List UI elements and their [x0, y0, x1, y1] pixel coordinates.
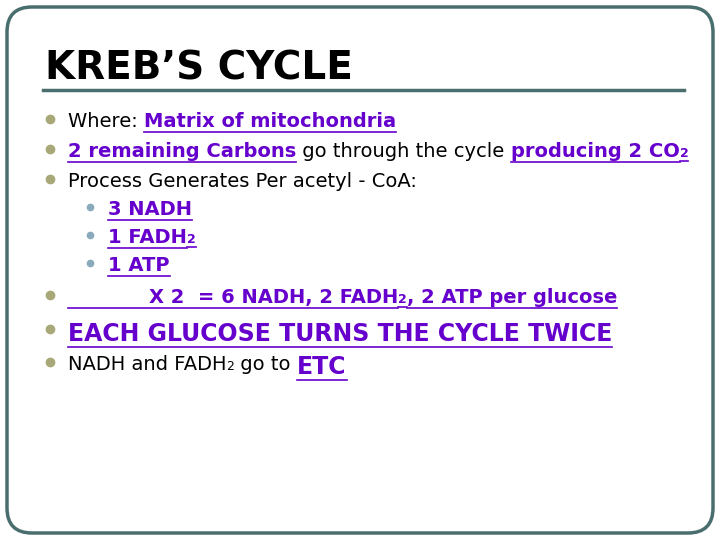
- Text: 2: 2: [227, 360, 235, 373]
- Text: Where:: Where:: [68, 112, 144, 131]
- Text: KREB’S CYCLE: KREB’S CYCLE: [45, 49, 353, 87]
- Text: go through the cycle: go through the cycle: [296, 142, 510, 161]
- Text: ETC: ETC: [297, 355, 346, 379]
- Text: 2: 2: [398, 293, 407, 306]
- Text: 2: 2: [187, 233, 196, 246]
- Text: 1 FADH: 1 FADH: [108, 228, 187, 247]
- Text: , 2 ATP per glucose: , 2 ATP per glucose: [407, 288, 617, 307]
- Text: 2 remaining Carbons: 2 remaining Carbons: [68, 142, 296, 161]
- Text: producing 2 CO: producing 2 CO: [510, 142, 680, 161]
- Text: Matrix of mitochondria: Matrix of mitochondria: [144, 112, 396, 131]
- Text: 2: 2: [680, 147, 688, 160]
- Text: 1 ATP: 1 ATP: [108, 256, 169, 275]
- Text: go to: go to: [235, 355, 297, 374]
- FancyBboxPatch shape: [7, 7, 713, 533]
- Text: EACH GLUCOSE TURNS THE CYCLE TWICE: EACH GLUCOSE TURNS THE CYCLE TWICE: [68, 322, 613, 346]
- Text: X 2  = 6 NADH, 2 FADH: X 2 = 6 NADH, 2 FADH: [68, 288, 398, 307]
- Text: Process Generates Per acetyl - CoA:: Process Generates Per acetyl - CoA:: [68, 172, 417, 191]
- Text: 3 NADH: 3 NADH: [108, 200, 192, 219]
- Text: NADH and FADH: NADH and FADH: [68, 355, 227, 374]
